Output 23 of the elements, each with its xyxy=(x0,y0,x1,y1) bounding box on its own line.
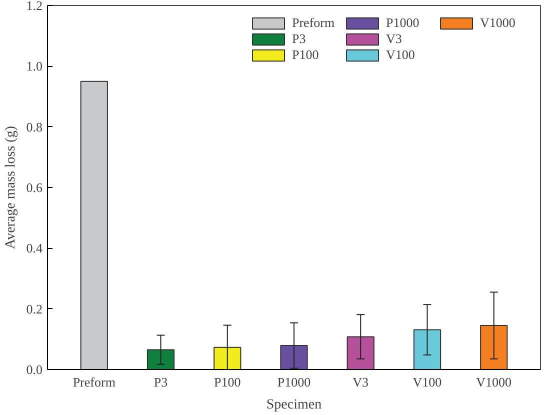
x-tick-label: P1000 xyxy=(277,374,311,390)
x-tick-label: V3 xyxy=(352,374,369,390)
x-tick-label: V1000 xyxy=(476,374,512,390)
x-tick-label: P3 xyxy=(154,374,168,390)
y-tick-label: 0.6 xyxy=(26,180,43,195)
y-tick-label: 0.4 xyxy=(26,240,43,256)
legend-label: V100 xyxy=(386,47,416,63)
y-tick-label: 1.0 xyxy=(26,58,42,74)
x-axis-title: Specimen xyxy=(266,398,322,412)
legend-label: P1000 xyxy=(386,15,420,31)
y-tick-label: 0.0 xyxy=(26,362,42,377)
legend-label: V1000 xyxy=(480,15,516,31)
y-tick-label: 0.2 xyxy=(26,301,42,316)
legend-label: V3 xyxy=(386,31,403,47)
legend-label: P100 xyxy=(292,47,320,63)
x-tick-label: V100 xyxy=(412,374,442,390)
x-tick-label: Preform xyxy=(72,374,116,390)
x-tick-label: P100 xyxy=(214,374,241,390)
y-tick-label: 1.2 xyxy=(26,0,42,13)
y-axis-title: Average mass loss (g) xyxy=(3,126,18,249)
legend-label: P3 xyxy=(292,31,307,47)
legend-label: Preform xyxy=(292,15,336,31)
y-tick-label: 0.8 xyxy=(26,119,42,134)
